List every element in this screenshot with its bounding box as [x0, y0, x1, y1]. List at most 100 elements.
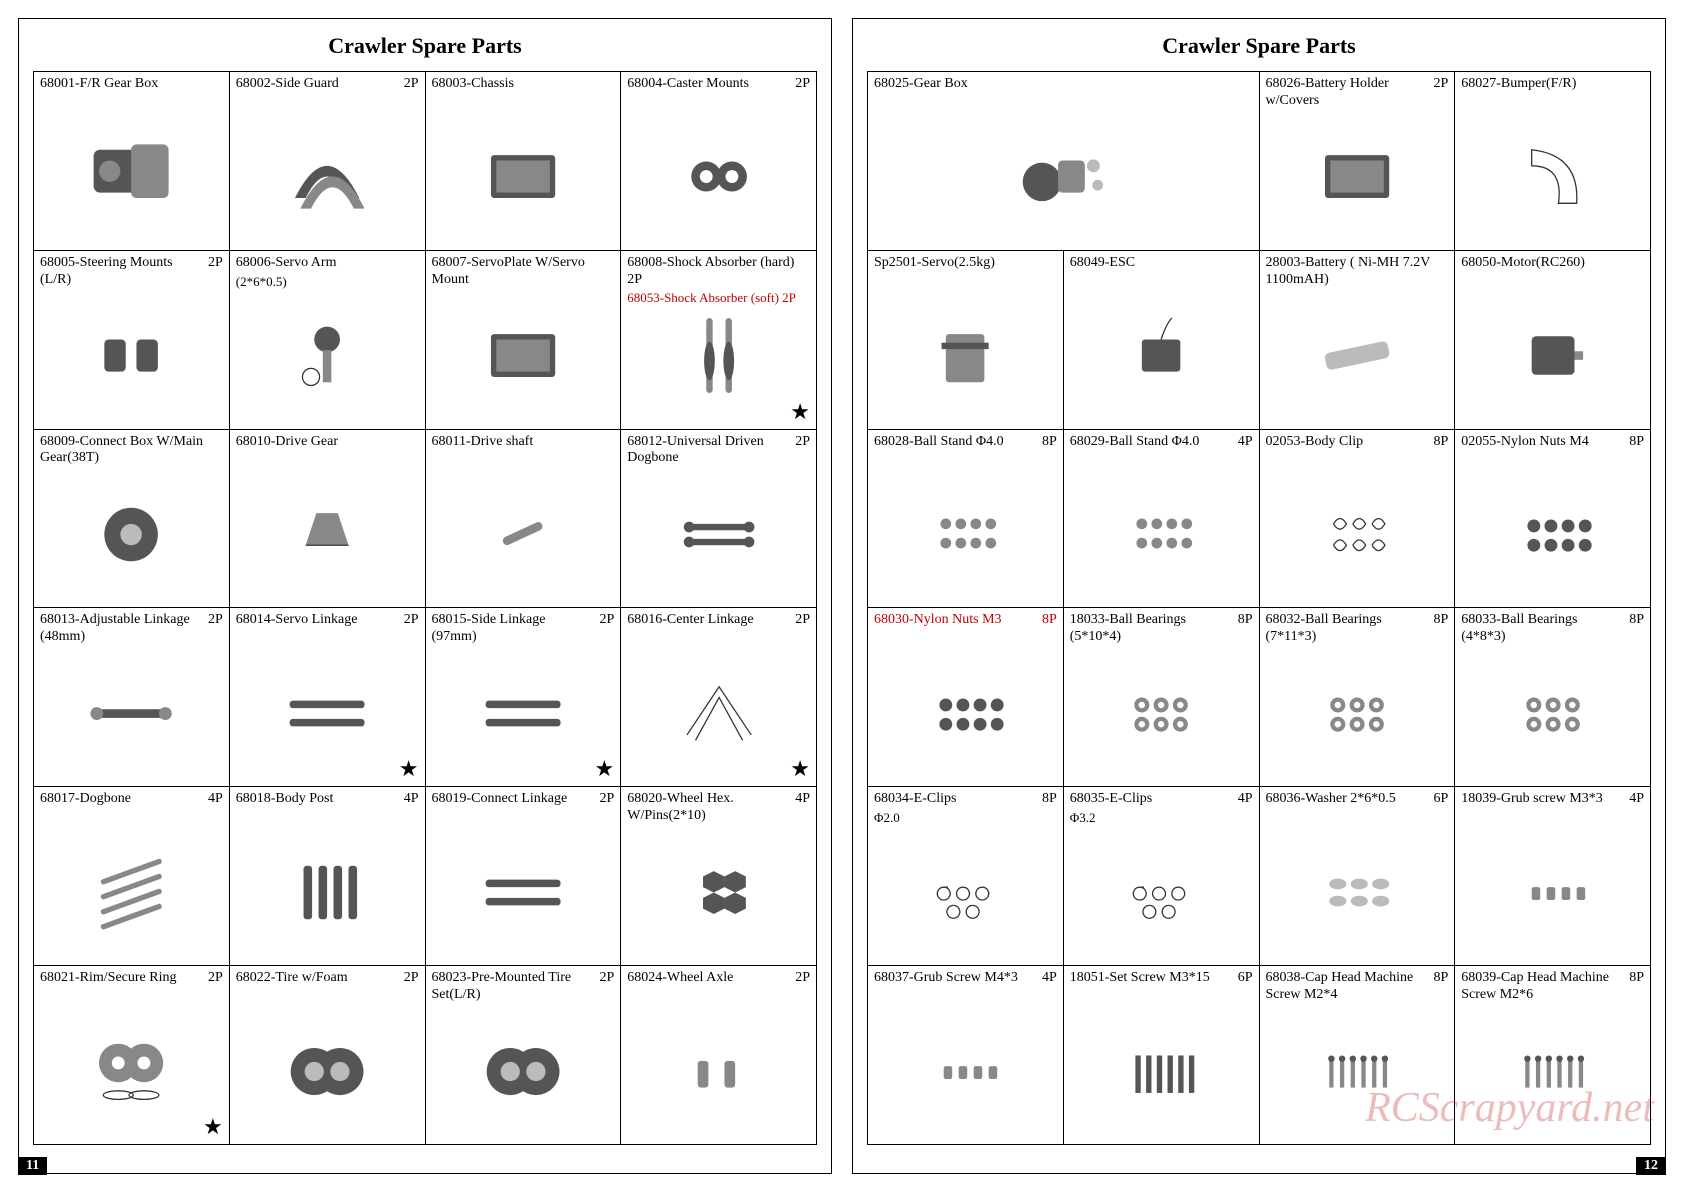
part-image [1461, 468, 1644, 602]
part-cell: 68024-Wheel Axle2P [621, 966, 817, 1145]
part-label: 68011-Drive shaft [432, 434, 615, 451]
part-label: 18033-Ball Bearings (5*10*4) [1070, 612, 1232, 646]
part-image [1070, 646, 1253, 780]
part-image [874, 825, 1057, 959]
part-label: 68039-Cap Head Machine Screw M2*6 [1461, 970, 1623, 1004]
part-image [627, 468, 810, 602]
page-number-left: 11 [18, 1157, 47, 1175]
star-icon: ★ [595, 756, 615, 782]
part-label: 68032-Ball Bearings (7*11*3) [1266, 612, 1428, 646]
part-cell: 68003-Chassis [426, 72, 622, 251]
part-image [1266, 468, 1449, 602]
part-image [874, 289, 1057, 423]
page-left: Crawler Spare Parts 68001-F/R Gear Box68… [18, 18, 832, 1174]
part-cell: 68001-F/R Gear Box [34, 72, 230, 251]
page-title-left: Crawler Spare Parts [33, 33, 817, 59]
parts-grid-left: 68001-F/R Gear Box 68002-Side Guard 2P 6800… [33, 71, 817, 1145]
part-label: 02055-Nylon Nuts M4 [1461, 434, 1623, 451]
part-label: 68017-Dogbone [40, 791, 202, 808]
part-image [1461, 825, 1644, 959]
part-label: 68006-Servo Arm [236, 255, 419, 272]
part-label: 68005-Steering Mounts (L/R) [40, 255, 202, 289]
part-qty: 2P [795, 612, 810, 629]
part-cell: 02053-Body Clip8P [1260, 430, 1456, 609]
part-label: 68016-Center Linkage [627, 612, 789, 629]
part-label: 68037-Grub Screw M4*3 [874, 970, 1036, 987]
part-label: 02053-Body Clip [1266, 434, 1428, 451]
part-cell: 68019-Connect Linkage2P [426, 787, 622, 966]
part-label: 68035-E-Clips [1070, 791, 1232, 808]
part-qty: 2P [404, 76, 419, 93]
part-image [40, 1004, 223, 1138]
part-label: 68010-Drive Gear [236, 434, 419, 451]
part-image [40, 468, 223, 602]
part-label: 68008-Shock Absorber (hard) 2P [627, 255, 810, 289]
part-label: 68024-Wheel Axle [627, 970, 789, 987]
part-qty: 8P [1042, 612, 1057, 629]
part-image [236, 468, 419, 602]
part-image [1266, 1004, 1449, 1138]
part-label: 28003-Battery ( Ni-MH 7.2V 1100mAH) [1266, 255, 1449, 289]
part-label: 68014-Servo Linkage [236, 612, 398, 629]
part-label: 68013-Adjustable Linkage (48mm) [40, 612, 202, 646]
part-qty: 8P [1042, 434, 1057, 451]
part-qty: 2P [404, 612, 419, 629]
part-qty: 2P [795, 434, 810, 468]
part-cell: 02055-Nylon Nuts M48P [1455, 430, 1651, 609]
part-cell: 68038-Cap Head Machine Screw M2*48P [1260, 966, 1456, 1145]
part-cell: 68007-ServoPlate W/Servo Mount [426, 251, 622, 430]
part-image [40, 110, 223, 244]
part-cell: 68025-Gear Box [868, 72, 1260, 251]
part-qty: 4P [208, 791, 223, 808]
part-label: 68029-Ball Stand Φ4.0 [1070, 434, 1232, 451]
part-qty: 2P [599, 612, 614, 646]
part-cell: 68050-Motor(RC260) [1455, 251, 1651, 430]
part-label: 68036-Washer 2*6*0.5 [1266, 791, 1428, 808]
part-cell: 68006-Servo Arm(2*6*0.5) [230, 251, 426, 430]
part-qty: 4P [1629, 791, 1644, 808]
part-cell: 68013-Adjustable Linkage (48mm)2P [34, 608, 230, 787]
part-cell: Sp2501-Servo(2.5kg) [868, 251, 1064, 430]
part-cell: 28003-Battery ( Ni-MH 7.2V 1100mAH) [1260, 251, 1456, 430]
part-label: 68023-Pre-Mounted Tire Set(L/R) [432, 970, 594, 1004]
part-label: 68019-Connect Linkage [432, 791, 594, 808]
part-label: Sp2501-Servo(2.5kg) [874, 255, 1057, 272]
part-label: 68002-Side Guard [236, 76, 398, 93]
page-number-right: 12 [1636, 1157, 1666, 1175]
part-cell: 68029-Ball Stand Φ4.04P [1064, 430, 1260, 609]
part-image [874, 646, 1057, 780]
part-qty: 8P [1238, 612, 1253, 646]
part-image [627, 1004, 810, 1138]
part-image [40, 289, 223, 423]
part-cell: 68049-ESC [1064, 251, 1260, 430]
part-image [1070, 289, 1253, 423]
part-image [1461, 1004, 1644, 1138]
part-qty: 8P [1433, 612, 1448, 646]
part-cell: 68011-Drive shaft [426, 430, 622, 609]
part-cell: 68023-Pre-Mounted Tire Set(L/R)2P [426, 966, 622, 1145]
part-image [1070, 1004, 1253, 1138]
part-image [1070, 468, 1253, 602]
part-label: 68009-Connect Box W/Main Gear(38T) [40, 434, 223, 468]
part-image [236, 1004, 419, 1138]
part-image [1461, 110, 1644, 244]
part-cell: 68018-Body Post4P [230, 787, 426, 966]
part-label: 68003-Chassis [432, 76, 615, 93]
part-cell: 68033-Ball Bearings (4*8*3)8P [1455, 608, 1651, 787]
part-qty: 2P [208, 970, 223, 987]
part-image [432, 289, 615, 423]
part-sublabel: Φ3.2 [1070, 810, 1253, 826]
part-qty: 4P [1238, 791, 1253, 808]
part-cell: 68039-Cap Head Machine Screw M2*68P [1455, 966, 1651, 1145]
part-cell: 68026-Battery Holder w/Covers2P [1260, 72, 1456, 251]
part-label: 68007-ServoPlate W/Servo Mount [432, 255, 615, 289]
part-label: 68022-Tire w/Foam [236, 970, 398, 987]
part-image [236, 646, 419, 780]
part-cell: 68015-Side Linkage (97mm)2P★ [426, 608, 622, 787]
part-qty: 6P [1433, 791, 1448, 808]
part-qty: 4P [1042, 970, 1057, 987]
part-qty: 2P [208, 612, 223, 646]
part-image [1266, 110, 1449, 244]
part-cell: 18039-Grub screw M3*34P [1455, 787, 1651, 966]
part-cell: 68017-Dogbone 4P [34, 787, 230, 966]
